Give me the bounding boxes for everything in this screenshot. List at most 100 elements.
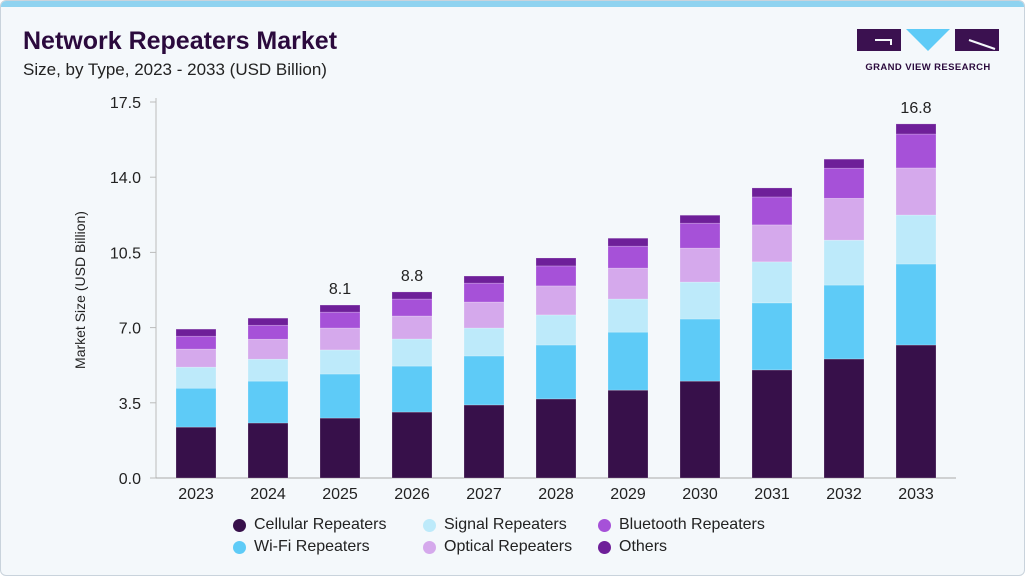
bar-segment-signal-repeaters [607, 298, 649, 333]
bar-segment-wi-fi-repeaters [751, 302, 793, 371]
bar-segment-optical-repeaters [463, 301, 505, 329]
bar-segment-signal-repeaters [463, 327, 505, 357]
bar-segment-signal-repeaters [895, 214, 937, 265]
legend-item: Others [598, 538, 798, 556]
bar-segment-cellular-repeaters [823, 358, 865, 479]
legend-item: Wi-Fi Repeaters [233, 538, 423, 556]
x-tick-label: 2029 [610, 486, 646, 503]
legend-label: Bluetooth Repeaters [619, 516, 765, 533]
legend-dot-icon [233, 518, 246, 532]
grand-view-research-logo: GRAND VIEW RESEARCH [857, 29, 999, 73]
legend-label: Optical Repeaters [444, 538, 573, 555]
y-tick-label: 14.0 [110, 170, 141, 187]
x-tick-label: 2032 [826, 486, 862, 503]
bar-segment-wi-fi-repeaters [679, 318, 721, 382]
bar-segment-bluetooth-repeaters [679, 222, 721, 249]
legend-item: Cellular Repeaters [233, 516, 423, 534]
bar-segment-signal-repeaters [535, 314, 577, 346]
legend-label: Cellular Repeaters [254, 516, 387, 533]
legend-label: Others [619, 538, 668, 555]
y-tick-label: 7.0 [119, 321, 141, 338]
legend-label: Signal Repeaters [444, 516, 567, 533]
bar-segment-optical-repeaters [319, 327, 361, 351]
bar-segment-optical-repeaters [607, 267, 649, 300]
bar-segment-others [751, 187, 793, 198]
bar-segment-bluetooth-repeaters [319, 311, 361, 329]
total-data-label: 16.8 [900, 100, 931, 117]
bar-segment-wi-fi-repeaters [175, 387, 217, 428]
bar-segment-bluetooth-repeaters [607, 245, 649, 269]
bar-segment-cellular-repeaters [175, 426, 217, 479]
y-tick-label: 10.5 [110, 245, 141, 262]
bar-segment-cellular-repeaters [463, 404, 505, 479]
bar-segment-others [607, 237, 649, 247]
bar-segment-others [823, 158, 865, 169]
bar-segment-wi-fi-repeaters [319, 373, 361, 419]
bar-segment-others [319, 304, 361, 313]
bar-segment-others [679, 214, 721, 224]
bar-segment-cellular-repeaters [607, 389, 649, 479]
legend-item: Signal Repeaters [423, 516, 598, 534]
x-tick-label: 2026 [394, 486, 430, 503]
bar-segment-cellular-repeaters [535, 398, 577, 479]
bar-segment-optical-repeaters [391, 315, 433, 340]
bar-segment-optical-repeaters [247, 338, 289, 360]
stacked-bar-chart: 0.0 3.5 7.0 10.5 14.0 17.5 Market Size (USD Bi… [72, 95, 956, 503]
x-tick-label: 2031 [754, 486, 790, 503]
bar-segment-others [895, 123, 937, 135]
legend-dot-icon [423, 518, 436, 532]
bar-segment-bluetooth-repeaters [895, 133, 937, 169]
accent-bar [1, 1, 1024, 7]
x-tick-label: 2024 [250, 486, 286, 503]
bar-segment-cellular-repeaters [247, 422, 289, 479]
bar-segment-optical-repeaters [535, 285, 577, 316]
bar-segment-cellular-repeaters [895, 344, 937, 479]
logo-text: GRAND VIEW RESEARCH [865, 62, 991, 73]
bar-segment-bluetooth-repeaters [751, 196, 793, 226]
logo-mark-icon [857, 29, 999, 51]
bar-segment-optical-repeaters [751, 224, 793, 263]
chart-subtitle: Size, by Type, 2023 - 2033 (USD Billion) [23, 60, 327, 79]
y-tick-label: 17.5 [110, 95, 141, 112]
legend-dot-icon [598, 518, 611, 532]
bar-segment-others [175, 328, 217, 337]
legend-dot-icon [598, 540, 611, 554]
bar-segment-signal-repeaters [175, 366, 217, 389]
bar-segment-others [391, 291, 433, 300]
bar-segment-wi-fi-repeaters [391, 365, 433, 413]
total-data-label: 8.8 [401, 268, 423, 285]
bar-segment-signal-repeaters [247, 358, 289, 382]
bar-segment-bluetooth-repeaters [175, 335, 217, 350]
bar-segment-signal-repeaters [391, 338, 433, 367]
x-tick-label: 2030 [682, 486, 718, 503]
bar-segment-bluetooth-repeaters [247, 324, 289, 340]
bar-segment-wi-fi-repeaters [463, 355, 505, 406]
bar-segment-optical-repeaters [679, 247, 721, 283]
legend-item: Bluetooth Repeaters [598, 516, 798, 534]
x-tick-label: 2028 [538, 486, 574, 503]
bar-segment-bluetooth-repeaters [535, 265, 577, 287]
bar-segment-others [463, 275, 505, 284]
chart-title: Network Repeaters Market [23, 27, 338, 55]
bar-segment-signal-repeaters [679, 281, 721, 320]
bar-segment-optical-repeaters [175, 348, 217, 368]
legend-item: Optical Repeaters [423, 538, 598, 556]
bar-segment-optical-repeaters [895, 167, 937, 216]
legend: Cellular Repeaters Signal Repeaters Blueto… [233, 516, 798, 556]
bar-segment-signal-repeaters [823, 239, 865, 286]
y-axis-label: Market Size (USD Billion) [72, 211, 88, 369]
bar-segment-signal-repeaters [319, 349, 361, 375]
bar-segment-wi-fi-repeaters [823, 284, 865, 360]
bar-segment-others [535, 257, 577, 267]
bar-segment-signal-repeaters [751, 261, 793, 304]
total-data-label: 8.1 [329, 281, 351, 298]
x-tick-label: 2025 [322, 486, 358, 503]
bar-segment-cellular-repeaters [391, 411, 433, 479]
x-tick-label: 2023 [178, 486, 214, 503]
bar-segment-wi-fi-repeaters [895, 263, 937, 346]
x-tick-label: 2033 [898, 486, 934, 503]
bar-segment-wi-fi-repeaters [607, 331, 649, 391]
bar-segment-bluetooth-repeaters [391, 298, 433, 317]
bar-segment-optical-repeaters [823, 197, 865, 241]
